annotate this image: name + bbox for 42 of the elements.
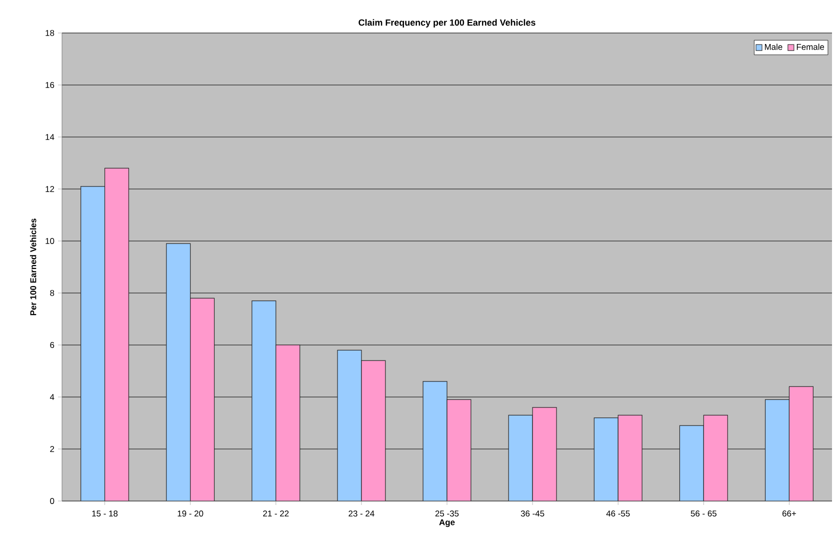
y-tick-label: 18 [46, 30, 54, 36]
bar [104, 168, 130, 501]
bar [679, 425, 704, 501]
y-tick-label: 10 [46, 238, 54, 244]
x-tick-label: 21 - 22 [263, 510, 289, 516]
y-axis-title: Per 100 Earned Vehicles [30, 218, 36, 316]
y-tick-label: 16 [46, 82, 54, 88]
bar [80, 186, 106, 501]
y-tick-label: 2 [50, 446, 54, 452]
legend-label: Female [796, 44, 824, 50]
bar [788, 386, 814, 501]
x-tick-label: 36 -45 [520, 510, 544, 517]
bar [422, 381, 448, 501]
bar [594, 417, 618, 501]
x-tick-label: 56 - 65 [690, 510, 716, 517]
bar [190, 298, 215, 501]
bar [166, 243, 191, 501]
x-tick-label: 19 - 20 [178, 510, 204, 517]
bar [361, 360, 386, 501]
x-axis-title: Age [439, 519, 455, 527]
bar [276, 344, 300, 501]
x-tick-label: 66+ [782, 510, 796, 517]
x-tick-label: 15 - 18 [92, 510, 118, 517]
bar [252, 300, 276, 501]
x-tick-label: 46 -55 [606, 510, 630, 517]
y-tick-label: 14 [46, 134, 54, 140]
bar [703, 414, 728, 501]
x-tick-label: 23 - 24 [348, 510, 374, 517]
chart-title: Claim Frequency per 100 Earned Vehicles [358, 19, 536, 28]
bar [508, 414, 533, 501]
bar [446, 399, 472, 501]
legend-label: Male [764, 44, 782, 50]
bar [337, 350, 362, 501]
bar [618, 414, 642, 501]
bar [764, 399, 790, 501]
y-tick-label: 0 [50, 498, 54, 504]
y-tick-label: 12 [46, 186, 54, 192]
y-tick-label: 4 [50, 394, 54, 400]
y-tick-label: 6 [50, 342, 54, 348]
bar [532, 407, 557, 501]
x-tick-label: 25 -35 [435, 510, 459, 517]
y-tick-label: 8 [50, 290, 54, 296]
